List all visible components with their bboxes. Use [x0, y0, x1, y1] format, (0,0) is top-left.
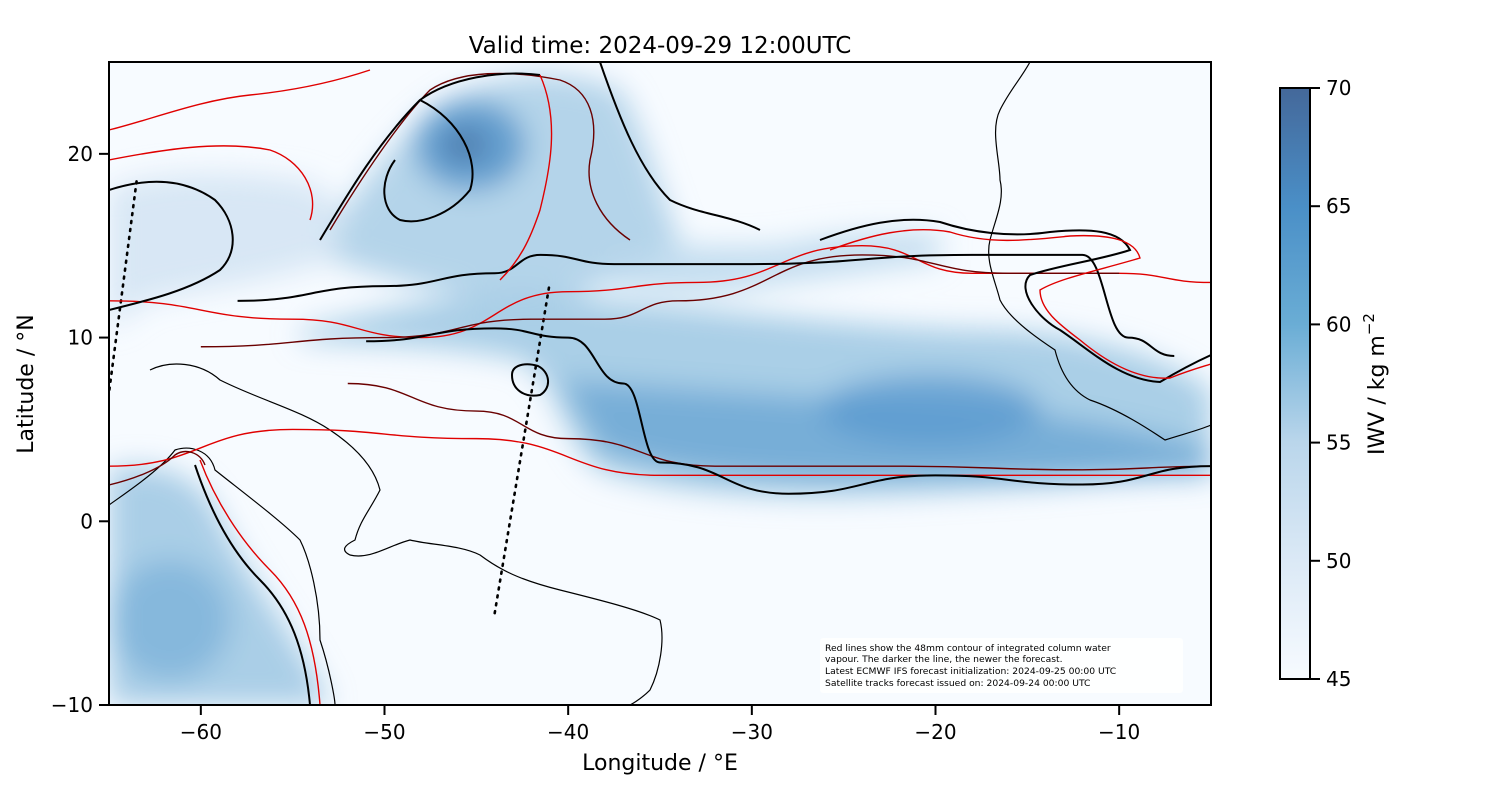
y-axis-label: Latitude / °N: [14, 314, 39, 453]
x-tick-label: −10: [1098, 720, 1140, 744]
contour-detail: [109, 62, 1211, 705]
colorbar-tick-label: 70: [1326, 76, 1351, 100]
annotation-line-3: Latest ECMWF IFS forecast initialization…: [825, 666, 1116, 677]
y-tick-label: 10: [68, 326, 93, 350]
coastline-south-america-west: [109, 447, 336, 705]
colorbar-label-sup: −2: [1360, 313, 1378, 335]
y-axis: −10 0 10 20: [51, 142, 109, 717]
x-tick-label: −50: [363, 720, 405, 744]
iwv-contours: [109, 245, 1211, 495]
iwv-field: [109, 75, 1211, 705]
plot-area: [109, 62, 1211, 705]
iwv-contour-line: [109, 428, 1211, 477]
iwv-contour-line: [200, 254, 1120, 348]
annotation-line-1: Red lines show the 48mm contour of integ…: [825, 643, 1111, 654]
x-axis: −60 −50 −40 −30 −20 −10: [180, 705, 1140, 744]
x-tick-label: −30: [731, 720, 773, 744]
colorbar-tick-label: 65: [1326, 194, 1351, 218]
x-tick-label: −60: [180, 720, 222, 744]
annotation-box: Red lines show the 48mm contour of integ…: [820, 638, 1183, 693]
colorbar-label: IWV / kg m−2: [1360, 313, 1390, 455]
colorbar-tick-label: 50: [1326, 549, 1351, 573]
annotation-line-2: vapour. The darker the line, the newer t…: [825, 654, 1063, 665]
colorbar-tick-label: 60: [1326, 312, 1351, 336]
iwv-contour-line: [347, 382, 1211, 471]
annotation-line-4: Satellite tracks forecast issued on: 202…: [825, 678, 1090, 689]
y-tick-label: −10: [51, 693, 93, 717]
colorbar-frame: [1279, 87, 1311, 680]
annotation-background: [820, 638, 1183, 693]
colorbar-ticks: 45 50 55 60 65 70: [1310, 76, 1351, 691]
plot-frame: [108, 61, 1212, 706]
plot-title: Valid time: 2024-09-29 12:00UTC: [469, 33, 852, 59]
y-tick-label: 0: [80, 509, 93, 533]
satellite-track: [109, 180, 138, 394]
colorbar-label-text: IWV / kg m: [1365, 335, 1390, 455]
iwv-contour-line: [366, 327, 1211, 495]
colorbar: 45 50 55 60 65 70 IWV / kg m−2: [1279, 76, 1390, 691]
x-axis-label: Longitude / °E: [582, 751, 738, 776]
satellite-track: [493, 281, 552, 615]
x-tick-label: −20: [914, 720, 956, 744]
colorbar-gradient: [1280, 88, 1310, 679]
coastline-south-america-north: [149, 363, 663, 705]
iwv-contour-line: [237, 253, 1175, 357]
coastlines: [109, 62, 1211, 705]
colorbar-tick-label: 55: [1326, 431, 1351, 455]
satellite-tracks: [109, 180, 552, 615]
x-tick-label: −40: [547, 720, 589, 744]
colorbar-tick-label: 45: [1326, 667, 1351, 691]
coastline-africa-west: [988, 62, 1211, 441]
y-tick-label: 20: [68, 142, 93, 166]
